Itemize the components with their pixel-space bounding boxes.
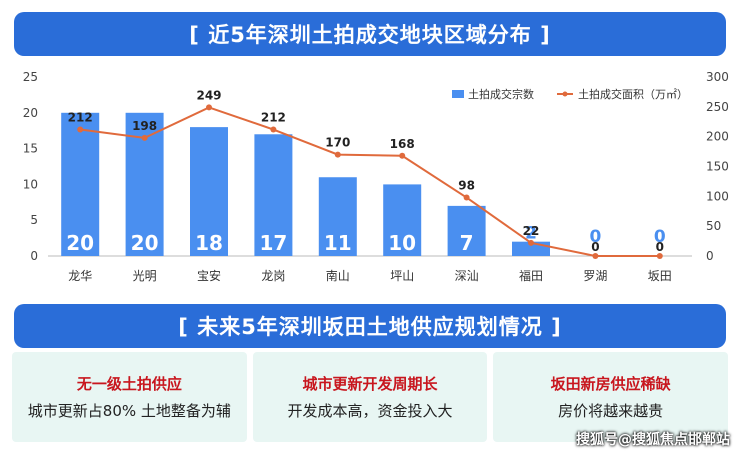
area-series-line	[80, 106, 660, 257]
line-value-label: 198	[132, 119, 157, 133]
card-text: 房价将越来越贵	[558, 402, 664, 420]
category-label: 龙华	[68, 269, 92, 283]
line-point	[463, 194, 470, 201]
bar-value-label: 20	[66, 231, 94, 255]
category-label: 坪山	[390, 269, 414, 283]
line-value-label: 22	[523, 224, 540, 238]
line-point	[592, 253, 599, 259]
line-point	[656, 253, 663, 259]
bar	[318, 177, 357, 256]
bar-value-label: 0	[589, 227, 601, 247]
bar-value-label: 2	[525, 224, 537, 244]
bar-value-label: 7	[460, 231, 474, 255]
line-value-label: 249	[196, 88, 221, 102]
bar	[383, 184, 422, 256]
right-tick-label: 50	[706, 219, 721, 233]
legend-line-label: 土拍成交面积（万㎡）	[578, 87, 688, 101]
info-card-scarcity: 坂田新房供应稀缺 房价将越来越贵	[493, 352, 729, 442]
line-point	[334, 151, 341, 158]
right-tick-label: 300	[706, 70, 729, 84]
chart-title-banner: [ 近5年深圳土拍成交地块区域分布 ]	[14, 12, 726, 56]
left-tick-label: 5	[30, 213, 38, 227]
right-tick-label: 0	[706, 249, 714, 263]
info-card-renewal: 城市更新开发周期长 开发成本高，资金投入大	[252, 352, 488, 442]
category-label: 深汕	[455, 269, 479, 283]
line-value-label: 212	[261, 111, 286, 125]
line-point	[206, 104, 212, 111]
right-tick-label: 250	[706, 100, 729, 114]
legend-line-marker	[562, 91, 568, 97]
right-tick-label: 200	[706, 130, 729, 144]
info-card-supply: 无一级土拍供应 城市更新占80% 土地整备为辅	[12, 352, 247, 442]
bar-value-label: 18	[195, 231, 223, 255]
info-cards: 无一级土拍供应 城市更新占80% 土地整备为辅 城市更新开发周期长 开发成本高，…	[12, 352, 729, 442]
left-tick-label: 15	[23, 142, 38, 156]
bar-value-label: 17	[259, 231, 287, 255]
category-label: 宝安	[197, 268, 221, 283]
category-label: 光明	[133, 269, 157, 283]
left-tick-label: 0	[30, 249, 38, 263]
line-point	[141, 134, 148, 141]
bar	[254, 134, 293, 256]
bar-value-label: 10	[388, 231, 416, 255]
line-value-label: 0	[656, 240, 664, 254]
line-value-label: 98	[458, 179, 475, 193]
category-label: 福田	[519, 268, 543, 283]
card-text: 开发成本高，资金投入大	[287, 402, 453, 420]
line-value-label: 170	[325, 136, 350, 150]
line-point	[270, 126, 277, 133]
category-label: 南山	[326, 268, 350, 283]
line-value-label: 212	[68, 111, 93, 125]
legend-bar-label: 土拍成交宗数	[468, 87, 534, 101]
line-value-label: 168	[390, 137, 415, 151]
left-tick-label: 10	[23, 177, 38, 191]
bar	[61, 112, 100, 256]
left-tick-label: 25	[23, 70, 38, 84]
card-title: 无一级土拍供应	[76, 375, 182, 393]
category-label: 龙岗	[261, 269, 285, 283]
bar	[447, 205, 486, 256]
bar-value-label: 11	[324, 231, 352, 255]
card-title: 坂田新房供应稀缺	[550, 375, 671, 393]
line-point	[528, 239, 534, 246]
card-title: 城市更新开发周期长	[302, 375, 438, 393]
right-tick-label: 100	[706, 189, 729, 203]
watermark: 搜狐号@搜狐焦点邯郸站	[576, 432, 730, 448]
line-value-label: 0	[591, 240, 599, 254]
bar-value-label: 0	[654, 227, 666, 247]
category-label: 罗湖	[583, 268, 607, 283]
category-label: 坂田	[648, 269, 672, 283]
bar-value-label: 20	[131, 231, 159, 255]
card-text: 城市更新占80% 土地整备为辅	[27, 402, 231, 420]
left-tick-label: 20	[23, 106, 38, 120]
line-point	[399, 152, 406, 159]
bar	[190, 127, 228, 257]
right-tick-label: 150	[706, 160, 729, 174]
section-title-banner: [ 未来5年深圳坂田土地供应规划情况 ]	[14, 304, 726, 348]
line-point	[77, 126, 84, 133]
legend-bar-swatch	[452, 90, 464, 98]
